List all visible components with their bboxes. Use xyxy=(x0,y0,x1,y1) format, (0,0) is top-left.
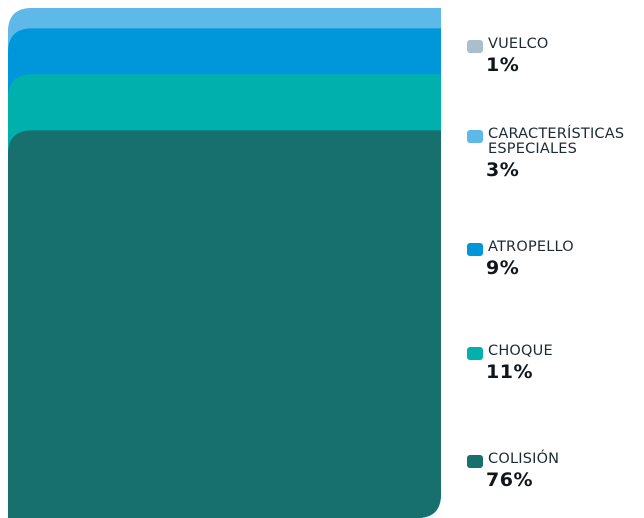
legend-swatch xyxy=(467,347,483,360)
legend-label: ATROPELLO xyxy=(488,239,574,255)
legend-swatch xyxy=(467,130,483,143)
legend-item: ATROPELLO 9% xyxy=(467,240,644,278)
legend-label: CHOQUE xyxy=(488,343,553,359)
legend-swatch xyxy=(467,40,483,53)
legend-label: CARACTERÍSTICAS ESPECIALES xyxy=(488,126,625,157)
legend-label: COLISIÓN xyxy=(488,451,560,467)
legend-value: 76% xyxy=(486,469,533,491)
legend-label: VUELCO xyxy=(488,36,549,52)
legend-item: CARACTERÍSTICAS ESPECIALES 3% xyxy=(467,127,644,180)
legend-item: COLISIÓN 76% xyxy=(467,452,644,490)
legend-item: CHOQUE 11% xyxy=(467,344,644,382)
legend-item: VUELCO 1% xyxy=(467,37,644,75)
legend-swatch xyxy=(467,455,483,468)
legend-swatch xyxy=(467,243,483,256)
legend-value: 9% xyxy=(486,257,520,279)
band-colisión xyxy=(8,130,441,518)
legend-value: 11% xyxy=(486,361,533,383)
legend-value: 1% xyxy=(486,54,520,76)
legend-value: 3% xyxy=(486,159,520,181)
